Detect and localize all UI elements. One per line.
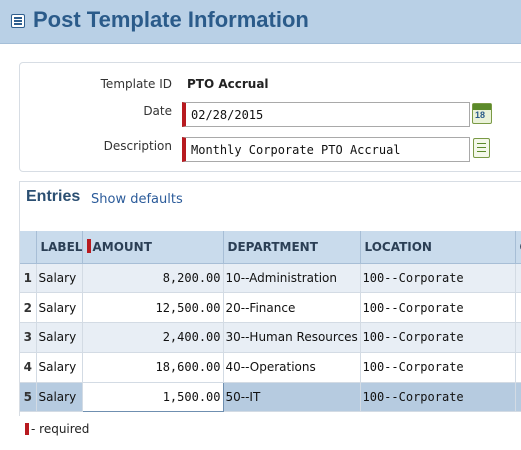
show-defaults-link[interactable]: Show defaults bbox=[91, 192, 183, 207]
row-number: 3 bbox=[20, 322, 37, 353]
amount-cell[interactable]: 2,400.00 bbox=[82, 322, 224, 353]
list-icon[interactable] bbox=[11, 14, 25, 28]
title-bar: Post Template Information bbox=[0, 0, 521, 44]
department-cell[interactable]: 10--Administration bbox=[223, 263, 361, 294]
label-cell[interactable]: Salary bbox=[36, 292, 83, 324]
amount-edit-input[interactable]: 1,500.00 bbox=[81, 381, 224, 413]
calendar-icon[interactable]: 18 bbox=[472, 103, 492, 124]
label-column-header[interactable]: LABEL bbox=[36, 231, 83, 264]
amount-cell[interactable]: 8,200.00 bbox=[82, 263, 224, 294]
notes-icon[interactable] bbox=[473, 138, 490, 158]
amount-column-header[interactable]: AMOUNT bbox=[82, 231, 224, 264]
rownum-header bbox=[20, 231, 37, 264]
template-id-label: Template ID bbox=[100, 77, 172, 91]
required-legend: - required bbox=[25, 422, 89, 436]
row-number: 4 bbox=[20, 352, 37, 383]
c-cell[interactable] bbox=[515, 352, 521, 383]
date-label: Date bbox=[143, 104, 172, 118]
label-cell[interactable]: Salary bbox=[36, 382, 83, 413]
department-cell[interactable]: 50--IT bbox=[223, 382, 361, 413]
table-row[interactable]: 2 Salary 12,500.00 20--Finance 100--Corp… bbox=[20, 292, 521, 324]
description-field[interactable]: Monthly Corporate PTO Accrual bbox=[182, 137, 470, 162]
amount-cell[interactable]: 12,500.00 bbox=[82, 292, 224, 324]
location-column-header[interactable]: LOCATION bbox=[360, 231, 516, 264]
amount-cell[interactable]: 18,600.00 bbox=[82, 352, 224, 383]
department-column-header[interactable]: DEPARTMENT bbox=[223, 231, 361, 264]
location-cell[interactable]: 100--Corporate bbox=[360, 292, 516, 324]
label-cell[interactable]: Salary bbox=[36, 263, 83, 294]
table-row[interactable]: 3 Salary 2,400.00 30--Human Resources 10… bbox=[20, 322, 521, 353]
date-field[interactable]: 02/28/2015 bbox=[182, 102, 470, 127]
department-cell[interactable]: 40--Operations bbox=[223, 352, 361, 383]
location-cell[interactable]: 100--Corporate bbox=[360, 322, 516, 353]
location-cell[interactable]: 100--Corporate bbox=[360, 263, 516, 294]
c-cell[interactable] bbox=[515, 322, 521, 353]
row-number: 2 bbox=[20, 292, 37, 324]
c-cell[interactable] bbox=[515, 382, 521, 413]
c-cell[interactable] bbox=[515, 263, 521, 294]
row-number: 1 bbox=[20, 263, 37, 294]
page-title: Post Template Information bbox=[33, 7, 309, 32]
description-label: Description bbox=[103, 139, 172, 153]
row-number: 5 bbox=[20, 382, 37, 413]
required-marker bbox=[86, 239, 91, 254]
entries-panel bbox=[19, 181, 521, 416]
c-cell[interactable] bbox=[515, 292, 521, 324]
required-marker bbox=[25, 423, 29, 435]
c-column-header[interactable]: C bbox=[515, 231, 521, 264]
location-cell[interactable]: 100--Corporate bbox=[360, 352, 516, 383]
department-cell[interactable]: 30--Human Resources bbox=[223, 322, 361, 353]
table-row[interactable]: 1 Salary 8,200.00 10--Administration 100… bbox=[20, 263, 521, 294]
table-header-row: LABEL AMOUNT DEPARTMENT LOCATION C bbox=[20, 231, 521, 264]
entries-table: LABEL AMOUNT DEPARTMENT LOCATION C 1 Sal… bbox=[20, 231, 521, 413]
label-cell[interactable]: Salary bbox=[36, 352, 83, 383]
department-cell[interactable]: 20--Finance bbox=[223, 292, 361, 324]
table-row[interactable]: 4 Salary 18,600.00 40--Operations 100--C… bbox=[20, 352, 521, 383]
template-id-value: PTO Accrual bbox=[187, 77, 269, 91]
label-cell[interactable]: Salary bbox=[36, 322, 83, 353]
table-row-selected[interactable]: 5 Salary 1,500.00 50--IT 100--Corporate bbox=[20, 381, 521, 413]
location-cell[interactable]: 100--Corporate bbox=[360, 382, 516, 413]
entries-title: Entries bbox=[26, 188, 81, 205]
